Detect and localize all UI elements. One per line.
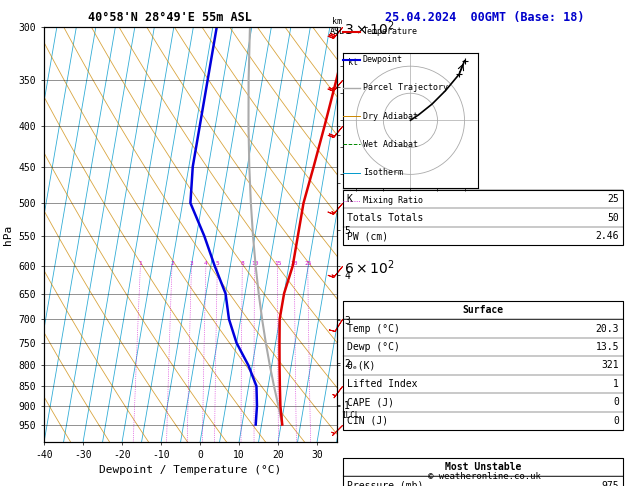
Text: 0: 0	[613, 416, 619, 426]
Text: 50: 50	[607, 213, 619, 223]
Text: 2.46: 2.46	[596, 231, 619, 241]
Text: 25: 25	[304, 261, 311, 266]
Text: kt: kt	[348, 58, 358, 67]
Text: Temperature: Temperature	[363, 27, 418, 36]
Text: Mixing Ratio: Mixing Ratio	[363, 196, 423, 205]
Text: Dewpoint: Dewpoint	[363, 55, 403, 64]
Text: 4: 4	[204, 261, 208, 266]
Text: 0: 0	[613, 398, 619, 407]
Text: Lifted Index: Lifted Index	[347, 379, 417, 389]
Text: 1: 1	[138, 261, 142, 266]
Text: Totals Totals: Totals Totals	[347, 213, 423, 223]
Text: 25: 25	[607, 194, 619, 204]
Text: Most Unstable: Most Unstable	[445, 462, 521, 472]
Text: 321: 321	[601, 361, 619, 370]
Text: 3: 3	[189, 261, 193, 266]
Text: K: K	[347, 194, 352, 204]
Text: CAPE (J): CAPE (J)	[347, 398, 394, 407]
Text: 20.3: 20.3	[596, 324, 619, 333]
Text: 5: 5	[216, 261, 219, 266]
Text: 975: 975	[601, 481, 619, 486]
Text: Isotherm: Isotherm	[363, 168, 403, 177]
Text: 1LCL: 1LCL	[341, 411, 359, 420]
Text: Dry Adiabat: Dry Adiabat	[363, 112, 418, 121]
Text: 1: 1	[613, 379, 619, 389]
Y-axis label: hPa: hPa	[3, 225, 13, 244]
Text: © weatheronline.co.uk: © weatheronline.co.uk	[428, 472, 541, 481]
Text: 40°58'N 28°49'E 55m ASL: 40°58'N 28°49'E 55m ASL	[88, 11, 252, 24]
Text: Surface: Surface	[462, 305, 503, 315]
Text: 13.5: 13.5	[596, 342, 619, 352]
Text: 25.04.2024  00GMT (Base: 18): 25.04.2024 00GMT (Base: 18)	[384, 11, 584, 24]
Text: Pressure (mb): Pressure (mb)	[347, 481, 423, 486]
Text: Temp (°C): Temp (°C)	[347, 324, 399, 333]
Text: θₑ(K): θₑ(K)	[347, 361, 376, 370]
X-axis label: Dewpoint / Temperature (°C): Dewpoint / Temperature (°C)	[99, 466, 281, 475]
Text: Dewp (°C): Dewp (°C)	[347, 342, 399, 352]
Text: CIN (J): CIN (J)	[347, 416, 387, 426]
Text: 10: 10	[251, 261, 259, 266]
Text: Parcel Trajectory: Parcel Trajectory	[363, 84, 448, 92]
Text: km
ASL: km ASL	[330, 17, 345, 36]
Text: 20: 20	[291, 261, 298, 266]
Text: Wet Adiabat: Wet Adiabat	[363, 140, 418, 149]
Text: 8: 8	[240, 261, 244, 266]
Text: 2: 2	[170, 261, 174, 266]
Text: PW (cm): PW (cm)	[347, 231, 387, 241]
Text: 15: 15	[274, 261, 281, 266]
